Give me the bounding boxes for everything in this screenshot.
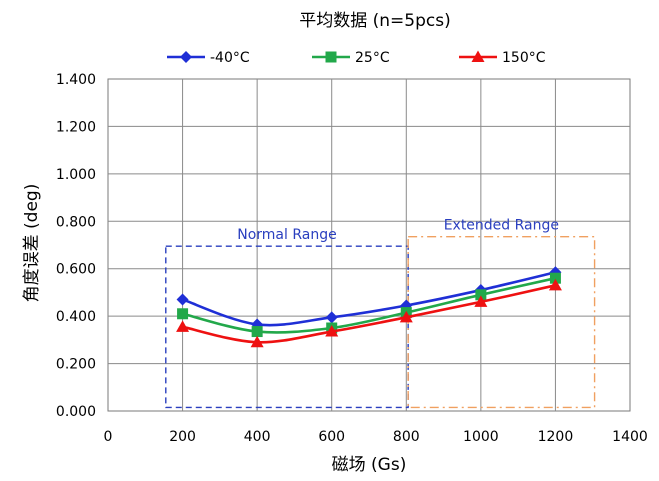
chart-title: 平均数据 (n=5pcs)	[299, 11, 451, 31]
grid	[107, 78, 631, 412]
x-tick-label: 800	[393, 429, 420, 445]
series-2	[176, 278, 562, 348]
data-point	[474, 295, 488, 307]
x-axis-title: 磁场 (Gs)	[332, 455, 407, 475]
data-point	[176, 293, 189, 306]
data-point	[399, 310, 413, 323]
y-tick-label: 1.400	[56, 72, 96, 88]
annotations: Normal Range Extended Range	[165, 218, 596, 409]
series-line	[182, 284, 556, 344]
series-layer	[176, 266, 562, 348]
axes: 0 200 400 600 800 1000 1200 1400 0.000 0.200 0.400…	[56, 72, 648, 445]
legend-label: 25°C	[355, 50, 390, 66]
annotation-box	[407, 235, 596, 409]
y-tick-label: 0.400	[56, 309, 96, 325]
legend-marker	[325, 51, 337, 63]
data-point	[251, 326, 263, 338]
x-tick-label: 1200	[538, 429, 574, 445]
annotation-label: Extended Range	[444, 218, 559, 234]
legend-item: -40°C	[167, 50, 250, 66]
legend-marker	[471, 50, 485, 62]
y-tick-label: 1.200	[56, 119, 96, 135]
data-point	[250, 335, 264, 348]
x-tick-label: 200	[169, 429, 196, 445]
legend-label: -40°C	[210, 50, 250, 66]
x-tick-label: 600	[318, 429, 345, 445]
series-0	[176, 266, 562, 331]
legend: -40°C 25°C 150°C	[167, 50, 546, 66]
y-tick-label: 0.200	[56, 357, 96, 373]
series-line	[182, 276, 556, 334]
data-point	[176, 320, 190, 332]
annotation-label: Normal Range	[237, 227, 336, 243]
y-tick-label: 1.000	[56, 167, 96, 183]
data-point	[548, 278, 562, 291]
data-point	[475, 289, 487, 301]
x-tick-label: 1400	[612, 429, 648, 445]
legend-marker	[180, 51, 192, 63]
data-point	[325, 311, 338, 324]
y-axis-title: 角度误差 (deg)	[22, 184, 42, 303]
data-point	[549, 272, 561, 284]
data-point	[325, 325, 339, 337]
y-tick-label: 0.600	[56, 262, 96, 278]
plot-frame	[107, 78, 631, 412]
y-tick-label: 0.800	[56, 214, 96, 230]
series-1	[177, 272, 561, 338]
series-line	[182, 271, 556, 327]
legend-item: 150°C	[459, 50, 546, 66]
x-tick-label: 0	[104, 429, 113, 445]
data-point	[177, 308, 189, 320]
legend-label: 150°C	[502, 50, 546, 66]
y-tick-label: 0.000	[56, 404, 96, 420]
x-tick-label: 400	[244, 429, 271, 445]
x-tick-label: 1000	[463, 429, 499, 445]
legend-item: 25°C	[312, 50, 390, 66]
annotation-box	[165, 245, 409, 409]
